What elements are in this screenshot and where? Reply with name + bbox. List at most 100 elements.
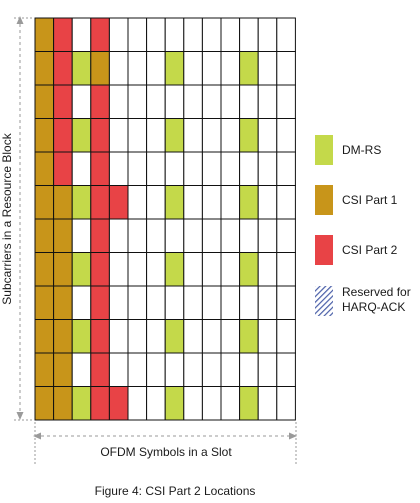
grid-cell-empty (257, 352, 278, 387)
grid-cell-empty (127, 118, 148, 153)
grid-cell-empty (257, 386, 278, 421)
legend-swatch-reserved (315, 286, 333, 316)
legend-item-csi-part2: CSI Part 2 (315, 235, 398, 265)
grid-cell-empty (146, 319, 166, 354)
grid-cell-empty (146, 51, 166, 86)
grid-cell-empty (164, 352, 185, 387)
grid-cell-empty (183, 386, 203, 421)
grid-cell-empty (257, 17, 278, 52)
grid-cell-empty (257, 285, 278, 320)
grid-cell-csi-part2 (90, 185, 110, 220)
grid-cell-empty (239, 285, 259, 320)
grid-cell-empty (220, 118, 241, 153)
grid-cell-csi-part1 (34, 352, 55, 387)
grid-cell-dmrs (164, 386, 185, 421)
grid-cell-empty (127, 84, 148, 119)
grid-cell-empty (71, 218, 92, 253)
grid-cell-dmrs (71, 386, 92, 421)
grid-cell-empty (201, 285, 222, 320)
legend-swatch-dmrs (315, 135, 333, 165)
grid-cell-empty (127, 151, 148, 186)
grid-cell-empty (201, 352, 222, 387)
grid-cell-csi-part1 (34, 151, 55, 186)
grid-cell-empty (220, 252, 241, 287)
figure-caption: Figure 4: CSI Part 2 Locations (95, 484, 256, 498)
grid-cell-dmrs (164, 185, 185, 220)
grid-cell-empty (201, 51, 222, 86)
grid-cell-empty (276, 319, 296, 354)
grid-cell-empty (127, 252, 148, 287)
grid-cell-empty (201, 252, 222, 287)
grid-cell-empty (164, 151, 185, 186)
grid-cell-empty (108, 285, 129, 320)
grid-cell-csi-part2 (90, 252, 110, 287)
grid-cell-empty (146, 285, 166, 320)
grid-cell-csi-part2 (90, 84, 110, 119)
grid-cell-empty (257, 151, 278, 186)
grid-cell-csi-part2 (90, 151, 110, 186)
grid-cell-empty (164, 218, 185, 253)
legend-swatch-csi-part2 (315, 235, 333, 265)
grid-cell-csi-part1 (34, 118, 55, 153)
grid-cell-csi-part2 (90, 17, 110, 52)
grid-cell-csi-part1 (53, 319, 73, 354)
grid-cell-empty (276, 352, 296, 387)
grid-cell-empty (276, 118, 296, 153)
grid-cell-csi-part2 (53, 118, 73, 153)
grid-cell-empty (183, 252, 203, 287)
grid-cell-empty (108, 118, 129, 153)
grid-cell-empty (257, 319, 278, 354)
grid-cell-dmrs (239, 386, 259, 421)
grid-cell-empty (201, 17, 222, 52)
grid-cell-empty (127, 319, 148, 354)
grid-cell-dmrs (71, 118, 92, 153)
grid-cell-empty (276, 17, 296, 52)
grid-cell-csi-part2 (90, 118, 110, 153)
grid-cell-empty (201, 151, 222, 186)
grid-cell-empty (146, 151, 166, 186)
grid-cell-empty (276, 185, 296, 220)
grid-cell-csi-part2 (90, 319, 110, 354)
grid-cell-empty (220, 352, 241, 387)
grid-cell-csi-part1 (34, 319, 55, 354)
legend-item-dmrs: DM-RS (315, 135, 381, 165)
grid-cell-empty (183, 151, 203, 186)
grid-cell-empty (257, 252, 278, 287)
grid-cell-empty (201, 386, 222, 421)
grid-cell-empty (201, 84, 222, 119)
grid-cell-csi-part2 (53, 17, 73, 52)
grid-cell-empty (108, 319, 129, 354)
grid-cell-dmrs (71, 252, 92, 287)
legend-item-csi-part1: CSI Part 1 (315, 185, 398, 215)
grid-cell-dmrs (71, 185, 92, 220)
grid-cell-empty (239, 17, 259, 52)
grid-cell-empty (257, 84, 278, 119)
grid-cell-csi-part2 (90, 386, 110, 421)
grid-cell-csi-part1 (53, 352, 73, 387)
grid-cell-empty (108, 352, 129, 387)
x-axis-label: OFDM Symbols in a Slot (100, 445, 232, 459)
grid-cell-empty (146, 118, 166, 153)
grid-cell-csi-part1 (53, 386, 73, 421)
grid-cell-csi-part1 (34, 218, 55, 253)
grid-cell-empty (146, 17, 166, 52)
grid-cell-empty (257, 51, 278, 86)
resource-grid (34, 17, 296, 421)
grid-cell-dmrs (164, 319, 185, 354)
grid-cell-empty (220, 386, 241, 421)
grid-cell-csi-part2 (53, 51, 73, 86)
grid-cell-empty (276, 386, 296, 421)
grid-cell-empty (146, 185, 166, 220)
grid-cell-empty (108, 252, 129, 287)
grid-cell-csi-part1 (34, 84, 55, 119)
grid-cell-empty (257, 185, 278, 220)
grid-cell-csi-part2 (53, 84, 73, 119)
grid-cell-empty (127, 352, 148, 387)
grid-cell-empty (71, 352, 92, 387)
grid-cell-empty (183, 319, 203, 354)
grid-cell-empty (276, 84, 296, 119)
grid-cell-empty (201, 218, 222, 253)
grid-cell-csi-part1 (53, 185, 73, 220)
grid-cell-empty (239, 151, 259, 186)
